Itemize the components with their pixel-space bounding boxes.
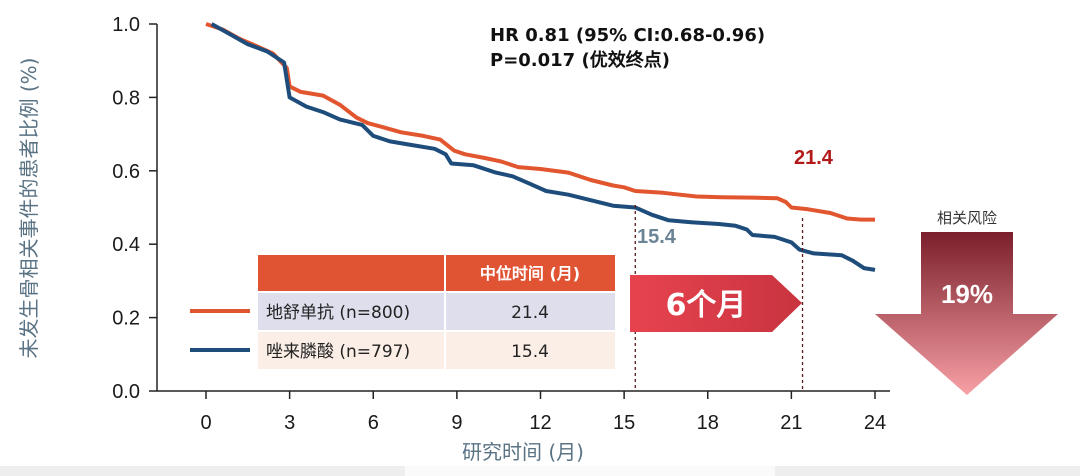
hr-annotation: HR 0.81 (95% CI:0.68-0.96): [490, 25, 765, 46]
y-tick-label: 0.2: [112, 308, 140, 330]
risk-arrow-shape: [875, 232, 1058, 395]
difference-arrow-shape: [630, 275, 802, 332]
y-tick-label: 0.4: [112, 234, 140, 256]
x-axis-title: 研究时间 (月): [462, 440, 584, 464]
x-tick-label: 24: [864, 412, 886, 434]
x-tick-label: 21: [780, 412, 802, 434]
y-tick-label: 1.0: [112, 14, 140, 36]
axes: [156, 24, 890, 392]
y-ticks: 0.0 0.2 0.4 0.6 0.8 1.0: [112, 14, 157, 403]
bottom-bar-segment: [405, 466, 775, 476]
x-tick-label: 0: [200, 412, 211, 434]
y-tick-label: 0.0: [112, 381, 140, 403]
median-label-zoledronic: 15.4: [637, 226, 677, 248]
risk-value: 19%: [941, 279, 993, 309]
x-tick-label: 6: [368, 412, 379, 434]
table-header-bg-left: [258, 255, 444, 291]
x-tick-label: 15: [613, 412, 635, 434]
table-row-2-bg: [258, 332, 615, 369]
x-tick-label: 12: [529, 412, 551, 434]
median-table: 中位时间 (月) 地舒单抗 (n=800) 21.4 唑来膦酸 (n=797) …: [190, 255, 615, 369]
risk-label: 相关风险: [937, 209, 997, 227]
bottom-bar: [0, 466, 1080, 476]
difference-label: 6个月: [666, 288, 747, 323]
series-line-denosumab: [205, 22, 875, 222]
table-row-2-label: 唑来膦酸 (n=797): [266, 342, 410, 362]
table-header: 中位时间 (月): [480, 264, 580, 283]
x-tick-label: 18: [697, 412, 719, 434]
y-tick-label: 0.8: [112, 87, 140, 109]
table-row-1-value: 21.4: [511, 303, 549, 323]
y-axis-title: 未发生骨相关事件的患者比例 (%): [17, 58, 41, 359]
x-tick-label: 9: [451, 412, 462, 434]
median-label-denosumab: 21.4: [794, 147, 834, 169]
x-tick-label: 3: [284, 412, 295, 434]
table-row-2-value: 15.4: [511, 342, 549, 362]
table-row-1-bg: [258, 293, 615, 330]
risk-reduction-arrow: 相关风险 19%: [875, 209, 1058, 395]
difference-arrow: 6个月: [630, 275, 802, 332]
table-header-bg-right: [446, 255, 615, 291]
series-group: [205, 22, 876, 272]
table-row-1-label: 地舒单抗 (n=800): [266, 303, 410, 323]
y-tick-label: 0.6: [112, 161, 140, 183]
survival-chart: 0.0 0.2 0.4 0.6 0.8 1.0 0 3 6 9 12 15 18 21 24 研究时间 (…: [17, 14, 1058, 464]
p-value-annotation: P=0.017 (优效终点): [490, 49, 670, 71]
series-line-zoledronic: [210, 22, 876, 272]
x-ticks: 0 3 6 9 12 15 18 21 24: [200, 391, 886, 434]
